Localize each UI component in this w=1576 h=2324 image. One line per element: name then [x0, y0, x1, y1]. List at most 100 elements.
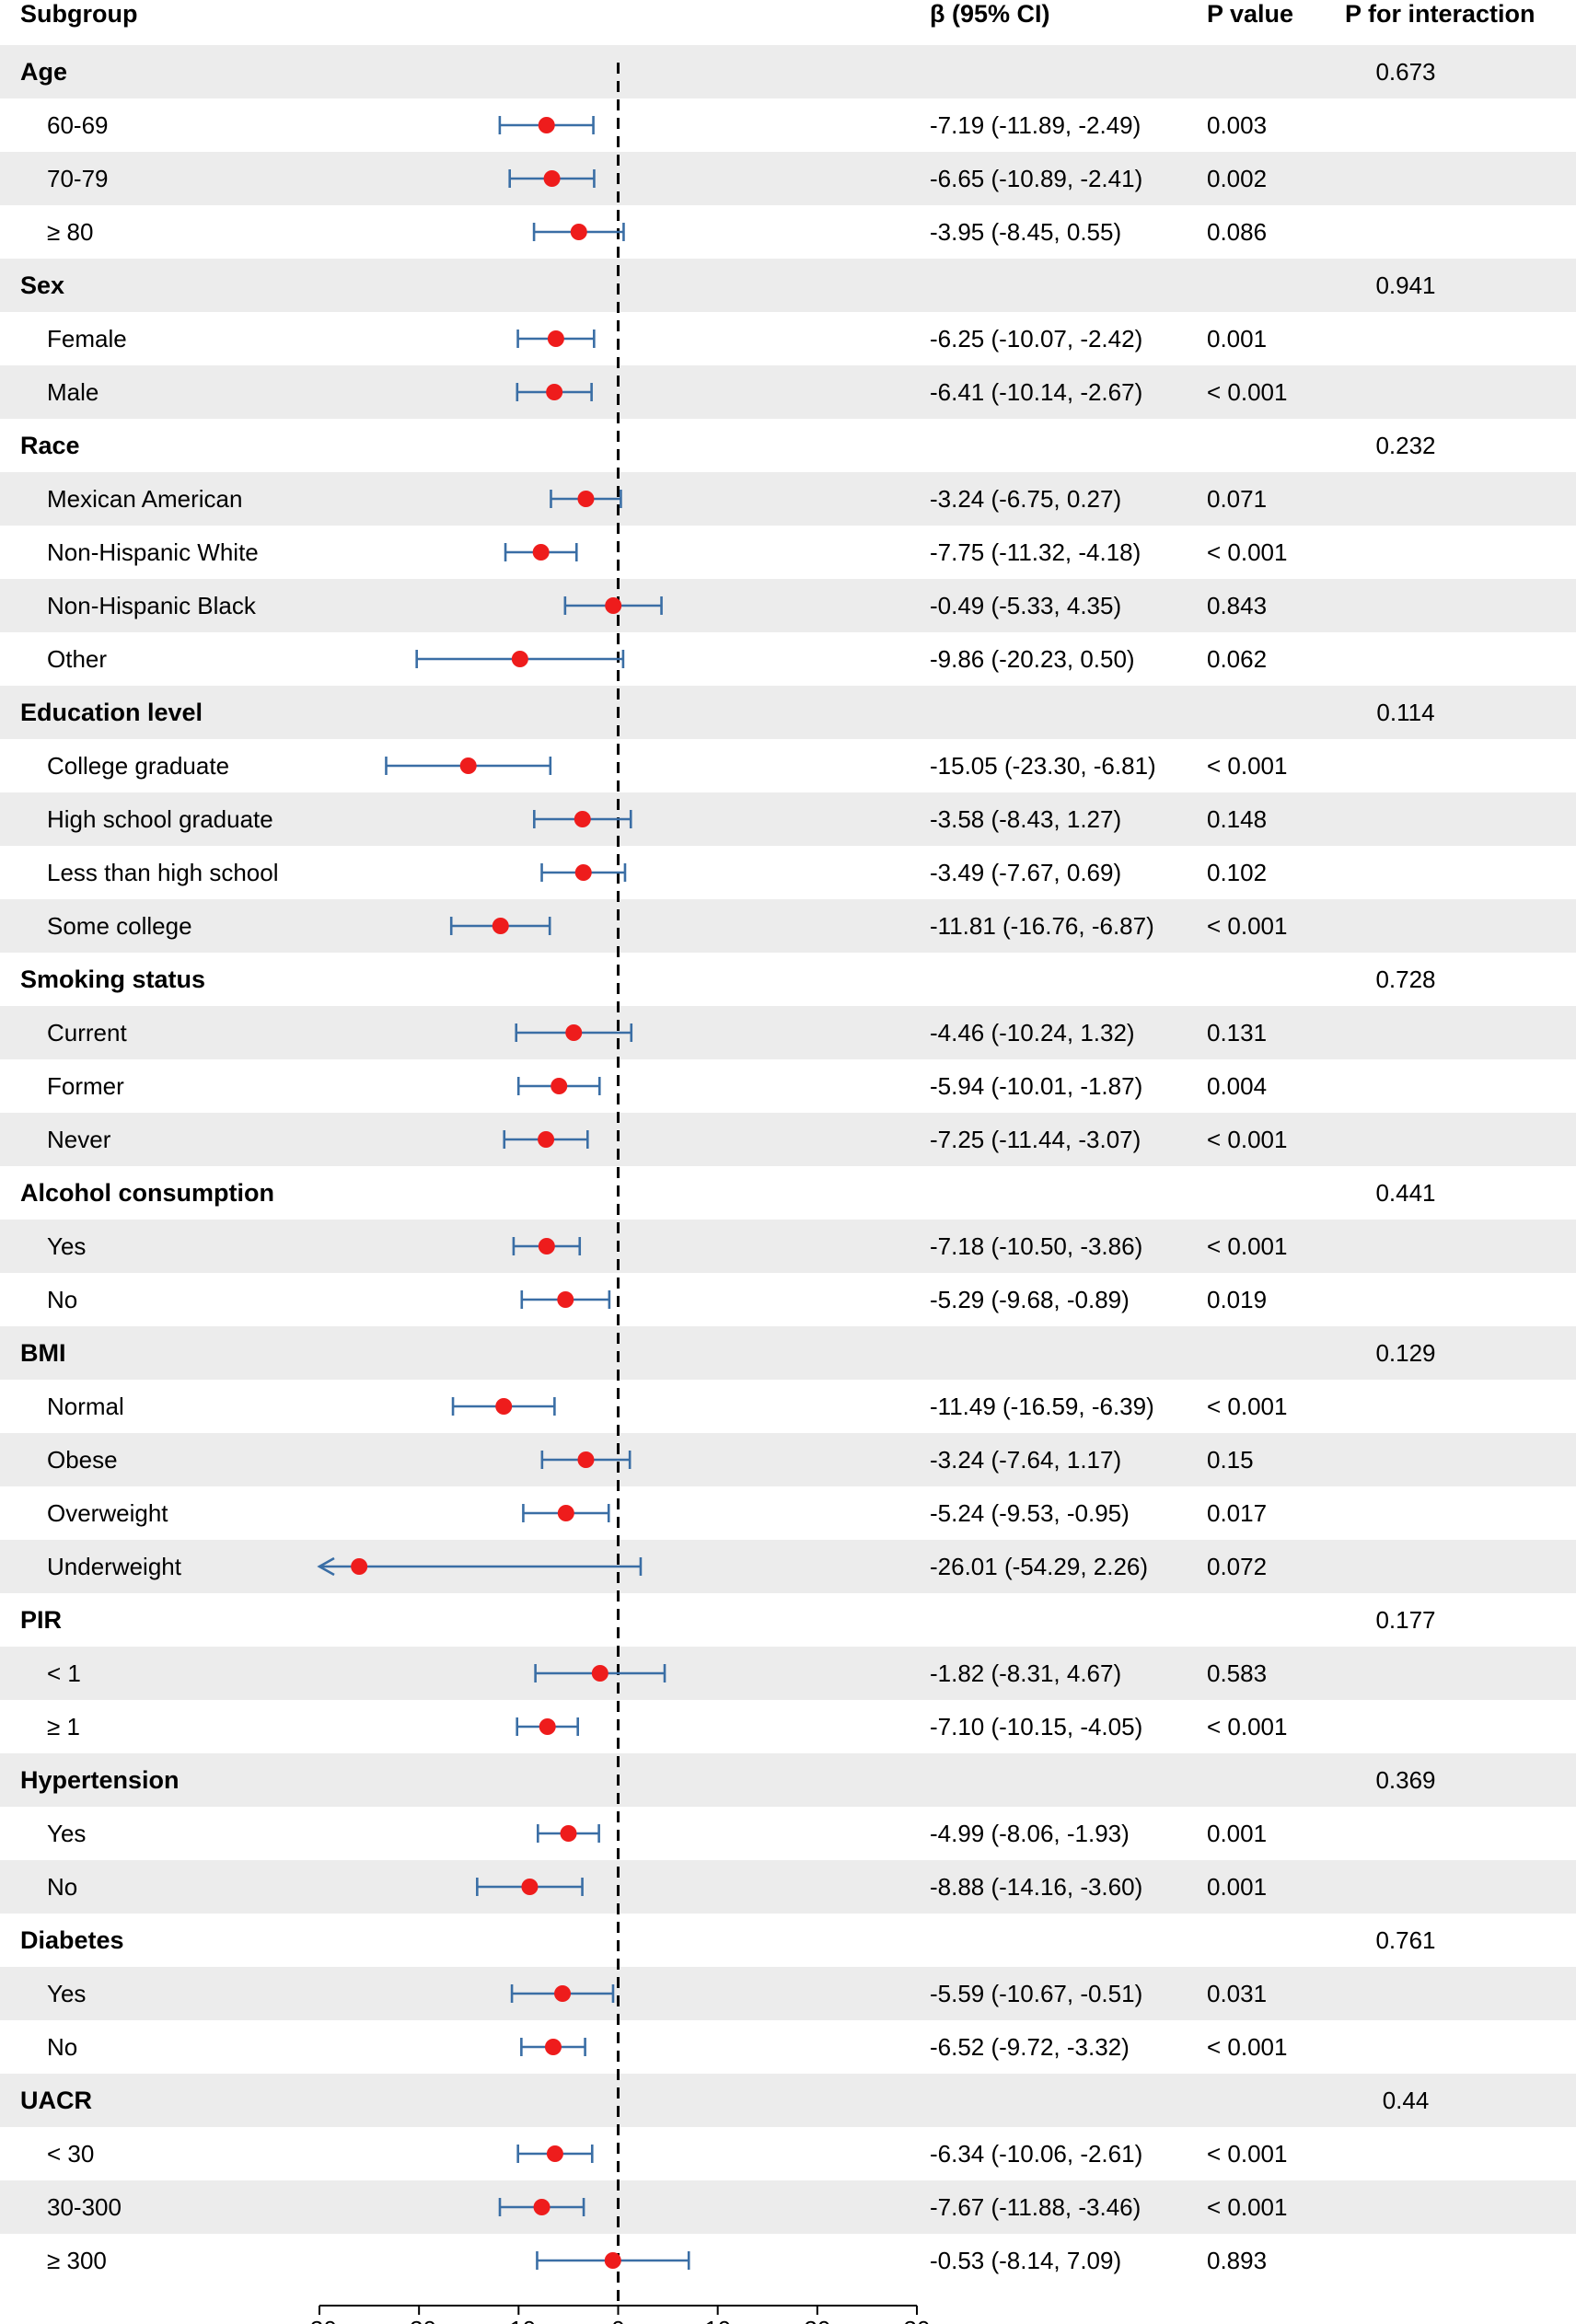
subgroup-row: Former -5.94 (-10.01, -1.87) 0.004 — [47, 1072, 1267, 1100]
point-estimate — [554, 1985, 572, 2002]
ci-arrow-left — [317, 1556, 335, 1577]
header-p-interaction: P for interaction — [1345, 0, 1535, 28]
p-interaction: 0.673 — [1375, 58, 1435, 86]
beta-ci-value: -0.49 (-5.33, 4.35) — [930, 592, 1121, 619]
beta-ci-value: -9.86 (-20.23, 0.50) — [930, 645, 1135, 673]
x-tick-label: 20 — [804, 2316, 830, 2324]
row-band — [0, 1113, 1576, 1166]
beta-ci-value: -3.24 (-6.75, 0.27) — [930, 485, 1121, 513]
x-tick-label: 10 — [704, 2316, 731, 2324]
p-interaction: 0.941 — [1375, 272, 1435, 299]
x-tick-label: -30 — [302, 2316, 337, 2324]
group-row: Age 0.673 — [20, 58, 1436, 86]
x-tick-label: 30 — [904, 2316, 931, 2324]
group-label: Hypertension — [20, 1766, 180, 1794]
header-p-value: P value — [1207, 0, 1293, 28]
group-label: Education level — [20, 699, 203, 726]
row-band — [0, 365, 1576, 419]
subgroup-label: Yes — [47, 1980, 86, 2007]
group-label: BMI — [20, 1339, 66, 1367]
subgroup-label: Male — [47, 378, 98, 406]
point-estimate — [538, 117, 555, 133]
subgroup-label: Underweight — [47, 1553, 182, 1580]
beta-ci-value: -3.95 (-8.45, 0.55) — [930, 218, 1121, 246]
point-estimate — [543, 170, 561, 187]
subgroup-row: Non-Hispanic Black -0.49 (-5.33, 4.35) 0.8… — [47, 592, 1267, 619]
point-estimate — [492, 918, 509, 934]
subgroup-label: < 1 — [47, 1659, 81, 1687]
beta-ci-value: -15.05 (-23.30, -6.81) — [930, 752, 1156, 780]
p-value: 0.583 — [1207, 1659, 1267, 1687]
beta-ci-value: -5.94 (-10.01, -1.87) — [930, 1072, 1142, 1100]
p-interaction: 0.114 — [1376, 699, 1434, 726]
point-estimate — [604, 2252, 621, 2269]
row-band — [0, 1006, 1576, 1059]
p-value: 0.001 — [1207, 1820, 1267, 1847]
subgroup-label: College graduate — [47, 752, 229, 780]
subgroup-label: Current — [47, 1019, 127, 1046]
point-estimate — [577, 491, 595, 507]
point-estimate — [538, 1131, 555, 1148]
subgroup-label: Female — [47, 325, 127, 353]
subgroup-row: Overweight -5.24 (-9.53, -0.95) 0.017 — [47, 1499, 1267, 1527]
point-estimate — [533, 2199, 550, 2215]
p-interaction: 0.44 — [1383, 2087, 1430, 2114]
row-band — [0, 1220, 1576, 1273]
group-label: Age — [20, 58, 67, 86]
subgroup-label: No — [47, 1286, 77, 1313]
p-value: < 0.001 — [1207, 2193, 1287, 2221]
point-estimate — [550, 1078, 568, 1094]
row-band — [0, 1860, 1576, 1914]
beta-ci-value: -5.24 (-9.53, -0.95) — [930, 1499, 1130, 1527]
subgroup-row: No -5.29 (-9.68, -0.89) 0.019 — [47, 1286, 1267, 1313]
p-value: < 0.001 — [1207, 1393, 1287, 1420]
group-row: Diabetes 0.761 — [20, 1926, 1436, 1954]
subgroup-row: 70-79 -6.65 (-10.89, -2.41) 0.002 — [47, 165, 1267, 192]
beta-ci-value: -11.81 (-16.76, -6.87) — [930, 912, 1154, 940]
point-estimate — [351, 1558, 368, 1575]
subgroup-label: Former — [47, 1072, 124, 1100]
subgroup-label: Other — [47, 645, 107, 673]
beta-ci-value: -5.29 (-9.68, -0.89) — [930, 1286, 1130, 1313]
group-row: Alcohol consumption 0.441 — [20, 1179, 1436, 1207]
group-label: Sex — [20, 272, 64, 299]
point-estimate — [574, 811, 591, 827]
point-estimate — [565, 1024, 583, 1041]
beta-ci-value: -0.53 (-8.14, 7.09) — [930, 2247, 1121, 2274]
subgroup-row: Other -9.86 (-20.23, 0.50) 0.062 — [47, 645, 1267, 673]
p-value: 0.15 — [1207, 1446, 1254, 1474]
beta-ci-value: -11.49 (-16.59, -6.39) — [930, 1393, 1154, 1420]
row-band — [0, 792, 1576, 846]
p-value: < 0.001 — [1207, 538, 1287, 566]
subgroup-row: No -8.88 (-14.16, -3.60) 0.001 — [47, 1873, 1267, 1901]
point-estimate — [557, 1505, 574, 1521]
beta-ci-value: -7.25 (-11.44, -3.07) — [930, 1126, 1141, 1153]
p-value: 0.102 — [1207, 859, 1267, 886]
subgroup-row: Yes -7.18 (-10.50, -3.86) < 0.001 — [47, 1232, 1287, 1260]
p-value: 0.002 — [1207, 165, 1267, 192]
p-interaction: 0.369 — [1375, 1766, 1435, 1794]
subgroup-label: No — [47, 1873, 77, 1901]
subgroup-label: Less than high school — [47, 859, 279, 886]
subgroup-label: Overweight — [47, 1499, 168, 1527]
group-label: PIR — [20, 1606, 62, 1634]
beta-ci-value: -5.59 (-10.67, -0.51) — [930, 1980, 1142, 2007]
p-value: 0.071 — [1207, 485, 1267, 513]
group-label: Smoking status — [20, 965, 205, 993]
p-interaction: 0.441 — [1375, 1179, 1435, 1207]
p-value: 0.003 — [1207, 111, 1267, 139]
subgroup-label: No — [47, 2033, 77, 2061]
p-value: 0.019 — [1207, 1286, 1267, 1313]
group-row: PIR 0.177 — [20, 1606, 1436, 1634]
group-row: BMI 0.129 — [20, 1339, 1436, 1367]
beta-ci-value: -3.24 (-7.64, 1.17) — [930, 1446, 1121, 1474]
subgroup-row: Female -6.25 (-10.07, -2.42) 0.001 — [47, 325, 1267, 353]
subgroup-label: < 30 — [47, 2140, 94, 2168]
subgroup-row: ≥ 1 -7.10 (-10.15, -4.05) < 0.001 — [47, 1713, 1287, 1740]
point-estimate — [511, 651, 528, 667]
subgroup-row: ≥ 300 -0.53 (-8.14, 7.09) 0.893 — [47, 2247, 1267, 2274]
subgroup-label: Normal — [47, 1393, 124, 1420]
x-tick-label: 0 — [611, 2316, 624, 2324]
subgroup-row: Male -6.41 (-10.14, -2.67) < 0.001 — [47, 378, 1287, 406]
row-band — [0, 1753, 1576, 1807]
